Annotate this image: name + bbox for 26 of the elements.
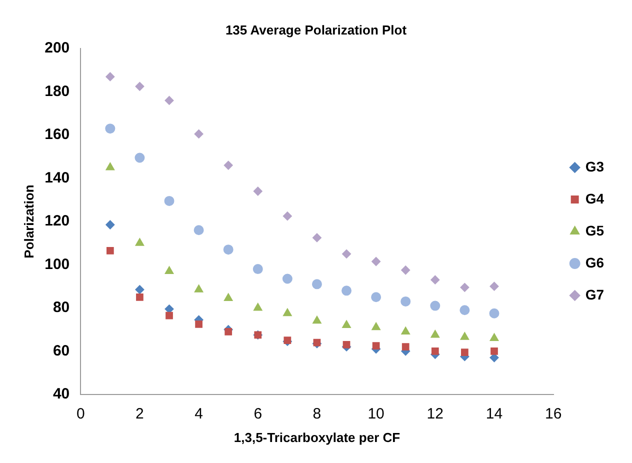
legend-label: G5	[585, 222, 604, 238]
legend-label: G7	[585, 286, 604, 302]
x-tick-label: 16	[544, 406, 562, 423]
x-tick-label: 6	[254, 406, 262, 423]
chart-title: 135 Average Polarization Plot	[225, 22, 408, 38]
y-tick-label: 60	[52, 342, 70, 360]
x-tick-label: 2	[136, 406, 144, 423]
y-tick-label: 160	[44, 126, 70, 144]
y-tick-label: 40	[52, 386, 70, 403]
y-axis-title: Polarization	[21, 184, 36, 258]
y-tick-label: 80	[52, 299, 70, 316]
legend-label: G6	[585, 254, 604, 270]
x-tick-label: 0	[76, 406, 85, 423]
x-tick-label: 4	[194, 406, 203, 423]
x-tick-label: 14	[486, 406, 503, 423]
legend-label: G4	[585, 190, 604, 206]
y-tick-label: 100	[44, 256, 70, 273]
y-tick-label: 140	[44, 169, 70, 186]
x-tick-label: 12	[426, 406, 444, 423]
y-tick-label: 180	[44, 82, 70, 100]
x-axis-title: 1,3,5-Tricarboxylate per CF	[234, 430, 400, 445]
y-tick-label: 120	[44, 212, 70, 230]
x-tick-label: 10	[368, 406, 384, 423]
y-tick-label: 200	[44, 40, 70, 57]
legend-label: G3	[585, 158, 604, 174]
x-tick-label: 8	[312, 406, 322, 423]
